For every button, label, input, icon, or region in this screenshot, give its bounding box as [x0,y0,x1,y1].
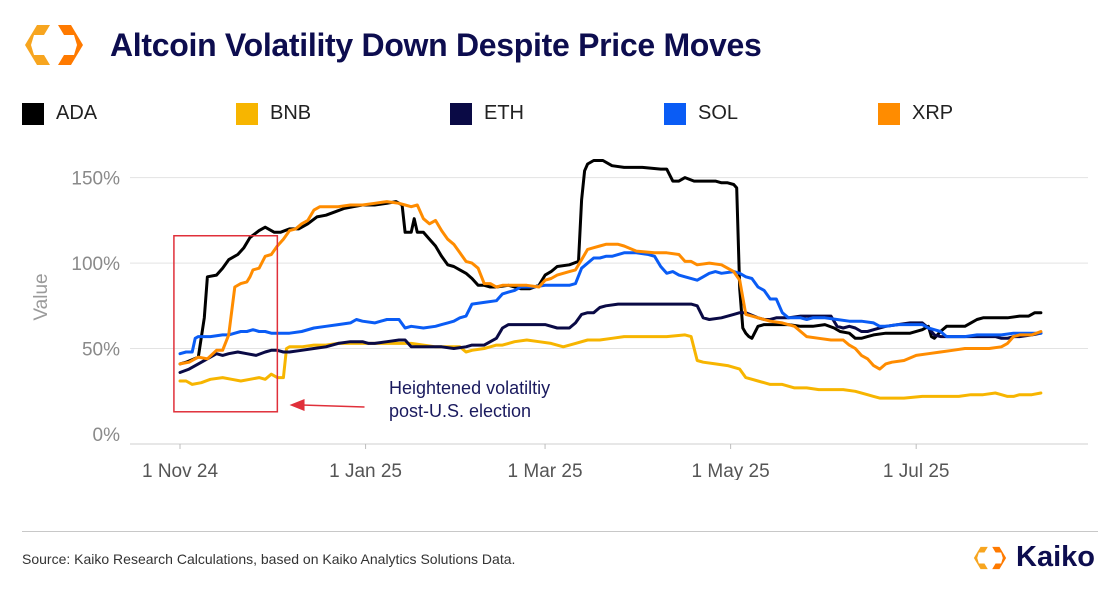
brand: Kaiko [970,541,1095,574]
legend-label: SOL [698,102,739,124]
series-line-ada [178,159,1043,366]
legend-item-ada: ADA [22,102,97,125]
annotation-arrow-head [289,398,305,411]
header: Altcoin Volatility Down Despite Price Mo… [20,18,762,72]
legend-label: ETH [484,102,524,124]
annotation-arrow-line [301,404,365,408]
annotation-text-line: Heightened volatiltiy [389,378,550,398]
legend-item-bnb: BNB [236,102,311,125]
annotation-box [173,234,279,413]
legend-swatch [450,102,472,125]
legend-item-sol: SOL [664,102,738,125]
legend-swatch [236,102,258,125]
footer-divider [22,531,1098,532]
x-tick-label: 1 Mar 25 [508,461,583,480]
brand-name: Kaiko [1016,541,1095,573]
source-note: Source: Kaiko Research Calculations, bas… [22,551,516,567]
legend-item-eth: ETH [450,102,524,125]
y-axis-label: Value [31,273,52,320]
series-line-xrp [178,200,1043,371]
legend-swatch [878,102,900,125]
legend-swatch [664,102,686,125]
legend-swatch [22,102,44,125]
kaiko-brand-icon [973,546,1007,569]
legend-label: ADA [56,102,98,124]
kaiko-logo-icon [25,25,83,65]
line-chart: 0% 50% 100% 150% Value 1 Nov 24 1 Jan 25 1 Mar … [31,159,1088,480]
legend-label: BNB [270,102,312,124]
x-tick-label: 1 Jan 25 [329,461,402,480]
series-line-sol [178,251,1043,356]
chart-legend: ADA BNB ETH SOL XRP [22,102,1102,128]
annotation-text-line: post-U.S. election [389,401,531,421]
chart-title: Altcoin Volatility Down Despite Price Mo… [110,26,762,63]
x-tick-label: 1 Nov 24 [142,461,218,480]
x-tick-label: 1 May 25 [692,461,770,480]
y-tick-label: 150% [71,169,120,190]
y-tick-label: 50% [82,340,120,361]
y-tick-label: 0% [93,425,121,446]
x-tick-label: 1 Jul 25 [883,461,950,480]
legend-label: XRP [912,102,954,124]
legend-item-xrp: XRP [878,102,953,125]
series-line-bnb [178,333,1043,400]
y-tick-label: 100% [71,254,120,275]
